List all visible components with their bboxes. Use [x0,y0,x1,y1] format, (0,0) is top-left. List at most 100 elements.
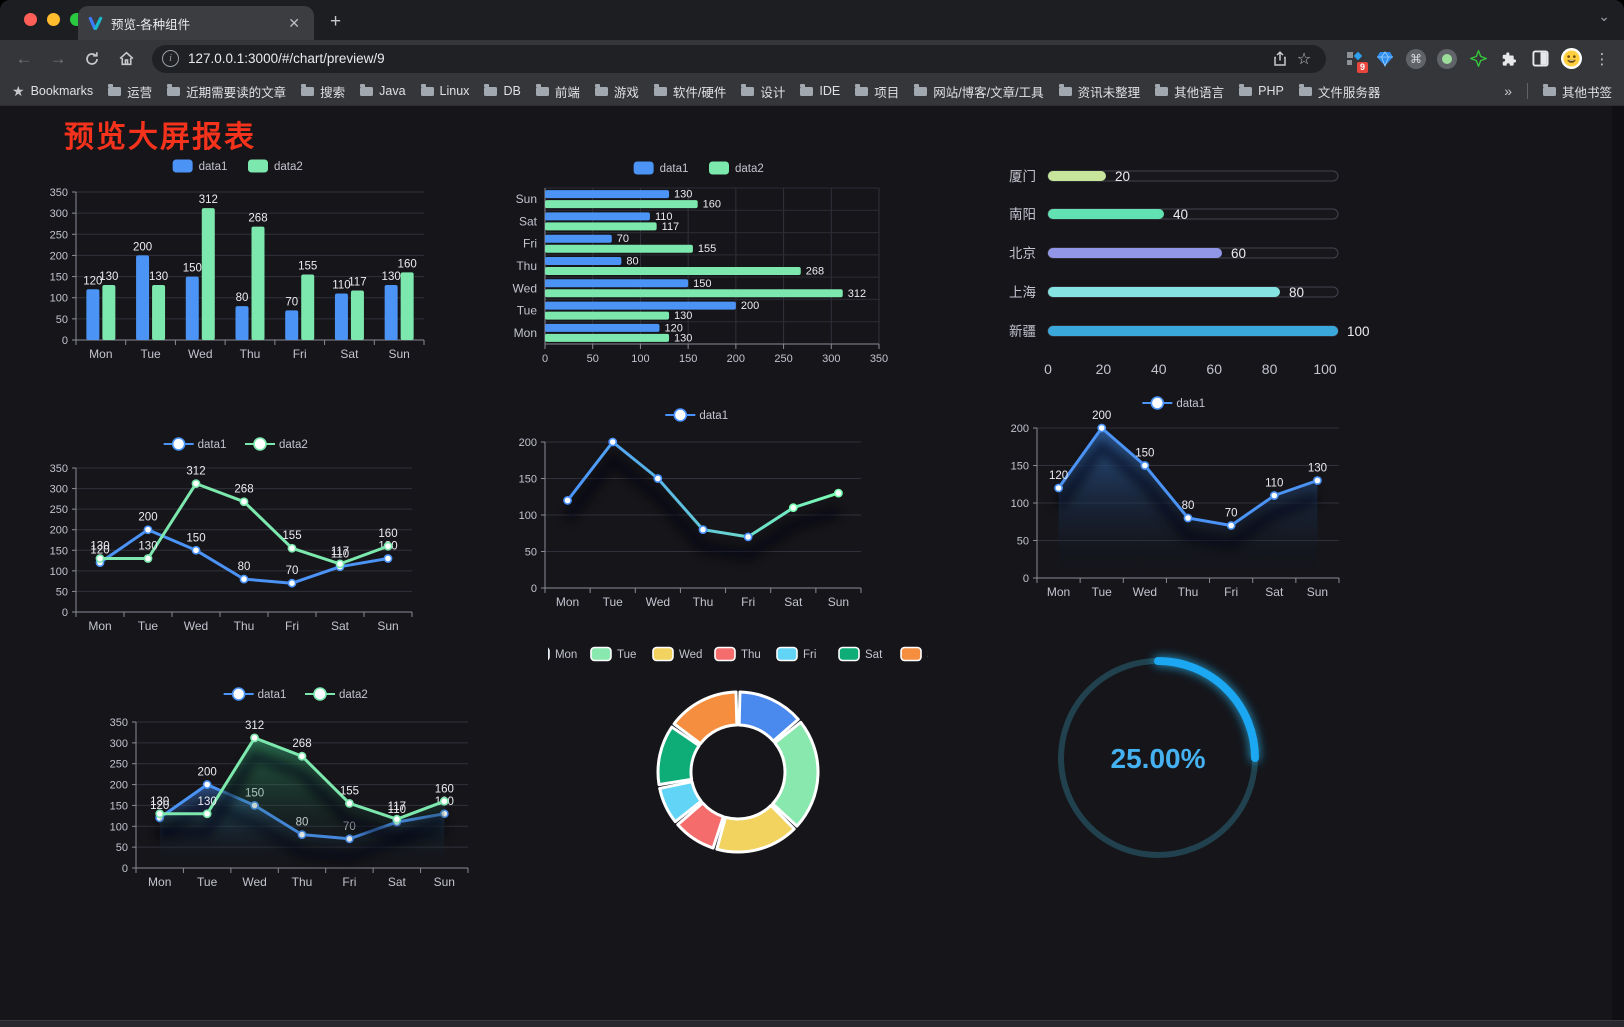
bookmark-folder[interactable]: Java [360,82,406,101]
svg-text:300: 300 [50,208,68,220]
address-bar[interactable]: i 127.0.0.1:3000/#/chart/preview/9 ☆ [152,44,1326,73]
svg-text:200: 200 [519,437,537,449]
browser-menu-button[interactable]: ⋮ [1594,50,1610,68]
svg-text:150: 150 [1135,448,1154,460]
close-window-button[interactable] [24,13,37,26]
svg-text:Fri: Fri [1224,585,1238,598]
chart-line-area[interactable]: 0 50 100 150 200 Mon Tue Wed Thu Fri Sat Sun 120 200 1… [995,394,1347,599]
bookmark-star-button[interactable]: ☆ [1296,50,1312,68]
svg-text:0: 0 [542,353,548,365]
svg-text:100: 100 [1313,361,1337,377]
svg-text:60: 60 [1231,246,1246,261]
bookmark-folder[interactable]: Linux [420,82,469,101]
recorder-extension-icon[interactable] [1435,47,1459,71]
bookmark-folder[interactable]: 前端 [535,82,580,101]
bookmark-folder[interactable]: 网站/博客/文章/工具 [914,82,1044,101]
svg-text:Thu: Thu [1178,585,1199,598]
reload-button[interactable] [78,45,106,73]
svg-text:25.00%: 25.00% [1111,743,1206,774]
url-text[interactable]: 127.0.0.1:3000/#/chart/preview/9 [188,51,385,66]
svg-text:Fri: Fri [342,875,356,889]
bookmark-folder[interactable]: PHP [1239,82,1284,101]
svg-text:130: 130 [99,271,118,283]
forward-button[interactable]: → [49,48,67,68]
svg-text:Fri: Fri [293,347,307,361]
svg-text:200: 200 [727,353,745,365]
svg-text:Tue: Tue [140,347,161,361]
svg-text:100: 100 [1347,324,1370,339]
smiley-icon [1562,50,1580,67]
svg-text:160: 160 [378,528,397,540]
bookmark-folder[interactable]: 软件/硬件 [653,82,726,101]
svg-text:新疆: 新疆 [1009,324,1036,339]
dark-mode-extension-icon[interactable] [1528,47,1552,71]
bookmark-folder[interactable]: IDE [800,82,840,101]
svg-text:130: 130 [1308,463,1327,475]
window-footer [0,1020,1624,1027]
page-title: 预览大屏报表 [64,121,256,154]
chart-horizontal-bar[interactable]: 0 50 100 150 200 250 300 350 Sun 130 160 Sat 110 117 F… [505,156,897,368]
svg-text:0: 0 [1044,361,1052,377]
bookmark-folder[interactable]: 资讯未整理 [1058,82,1140,101]
bookmark-folder[interactable]: 游戏 [594,82,639,101]
svg-text:50: 50 [56,586,68,598]
svg-text:Mon: Mon [88,619,111,633]
bookmark-folder[interactable]: 项目 [855,82,899,101]
svg-text:data1: data1 [699,410,728,422]
other-bookmarks-folder[interactable]: 其他书签 [1542,82,1612,101]
bookmark-folder[interactable]: 其他语言 [1155,82,1224,101]
command-extension-icon[interactable]: ⌘ [1404,47,1428,71]
svg-text:Sun: Sun [377,619,398,633]
svg-text:Tue: Tue [138,619,159,633]
tab-close-icon[interactable]: ✕ [288,14,300,31]
site-info-icon[interactable]: i [162,50,179,67]
star-extension-icon[interactable] [1466,47,1490,71]
bookmark-folder[interactable]: 近期需要读的文章 [167,82,286,101]
svg-text:70: 70 [1225,508,1238,520]
bookmark-folder[interactable]: 搜索 [301,82,345,101]
chart-donut[interactable]: Mon Tue Wed Thu Fri Sat Sun [528,642,947,898]
svg-text:Mon: Mon [89,347,112,361]
chart-line-area-double[interactable]: 0 50 100 150 200 250 300 350 Mon Tue Wed Thu Fri Sat S… [100,684,476,892]
browser-tab[interactable]: 预览-各种组件 ✕ [78,6,314,40]
chart-grouped-bar[interactable]: 0 50 100 150 200 250 300 350 Mon Tue Wed Thu Fri Sat S… [40,152,438,370]
svg-text:Wed: Wed [242,875,266,889]
extension-grid-icon[interactable]: 9 [1342,47,1368,73]
chart-line-gradient[interactable]: 0 50 100 150 200 Mon Tue Wed Thu Fri Sat Sun data1 [505,404,869,610]
svg-text:80: 80 [238,561,251,573]
back-button[interactable]: ← [15,48,33,68]
gem-icon [1377,50,1393,67]
puzzle-extensions-icon[interactable] [1497,47,1521,71]
svg-text:117: 117 [662,221,680,233]
minimize-window-button[interactable] [47,13,60,26]
chart-line-basic[interactable]: 0 50 100 150 200 250 300 350 Mon Tue Wed Thu Fri Sat S… [40,434,422,644]
bookmark-folder[interactable]: 文件服务器 [1298,82,1380,101]
gem-extension-icon[interactable] [1373,47,1397,71]
svg-text:0: 0 [1023,573,1029,585]
reload-icon [86,51,98,65]
svg-text:Sun: Sun [927,649,928,661]
svg-text:Tue: Tue [603,595,624,609]
share-button[interactable] [1268,47,1292,71]
emoji-extension-icon[interactable] [1559,47,1583,71]
browser-toolbar: ← → i 127.0.0.1:3000/#/chart/preview/9 ☆… [0,40,1624,77]
tab-search-chevron-icon[interactable]: ⌄ [1598,8,1610,24]
bookmark-folder[interactable]: 设计 [741,82,785,101]
svg-text:350: 350 [870,353,888,365]
svg-text:100: 100 [631,353,649,365]
svg-text:110: 110 [1265,478,1283,490]
svg-text:Sun: Sun [434,875,455,889]
bookmarks-manager[interactable]: ★ Bookmarks [12,83,93,100]
bookmarks-overflow-button[interactable]: » [1504,83,1512,99]
svg-text:160: 160 [398,258,417,270]
bookmark-folder[interactable]: 运营 [108,82,152,101]
bookmark-folder[interactable]: DB [484,82,521,101]
chart-progress-bars[interactable]: 厦门 20 南阳 40 北京 60 上海 80 新疆 100 0 20 40 60 80 100 [1000,152,1382,402]
folder-icon [653,84,667,96]
new-tab-button[interactable]: + [330,11,342,32]
svg-text:200: 200 [138,512,157,524]
home-button[interactable] [112,45,140,73]
chart-gauge[interactable]: 25.00% [1040,642,1285,882]
svg-text:100: 100 [50,566,68,578]
